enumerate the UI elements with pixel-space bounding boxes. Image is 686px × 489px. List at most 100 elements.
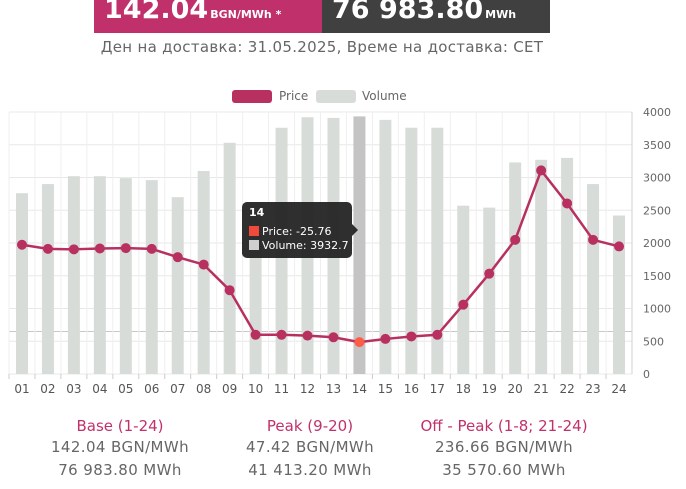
stat-base: Base (1-24) 142.04 BGN/MWh 76 983.80 MWh	[22, 416, 218, 482]
x-tick-label: 01	[14, 382, 29, 396]
price-point	[172, 252, 183, 263]
volume-bar	[431, 127, 444, 374]
volume-bar	[197, 170, 210, 374]
price-point	[458, 299, 469, 310]
volume-bar	[119, 178, 132, 374]
volume-bar	[171, 197, 184, 374]
volume-bar	[457, 205, 470, 374]
volume-bar	[483, 207, 496, 374]
stat-title: Base (1-24)	[76, 417, 164, 435]
price-unit: BGN/MWh *	[210, 8, 282, 21]
tooltip-box	[242, 202, 352, 258]
x-tick-label: 03	[66, 382, 81, 396]
volume-bar	[223, 142, 236, 374]
volume-bar	[93, 176, 106, 374]
price-point	[224, 285, 235, 296]
x-tick-label: 07	[170, 382, 185, 396]
x-tick-label: 20	[508, 382, 523, 396]
x-tick-label: 15	[378, 382, 393, 396]
y-tick-label: 1000	[643, 303, 671, 316]
x-tick-label: 09	[222, 382, 237, 396]
volume-bar	[535, 159, 548, 374]
price-point	[198, 259, 209, 270]
base-price-box: 142.04 BGN/MWh *	[94, 0, 322, 33]
x-tick-label: 14	[352, 382, 367, 396]
x-tick-label: 02	[40, 382, 55, 396]
volume-bar	[145, 180, 158, 374]
x-tick-label: 19	[482, 382, 497, 396]
price-point	[16, 239, 27, 250]
volume-bar	[67, 176, 80, 374]
x-tick-label: 23	[585, 382, 600, 396]
x-tick-label: 13	[326, 382, 341, 396]
x-tick-label: 04	[92, 382, 107, 396]
volume-bar	[587, 184, 600, 374]
volume-bar	[353, 116, 366, 375]
stat-volume: 76 983.80 MWh	[58, 461, 182, 479]
chart-legend: Price Volume	[232, 89, 407, 103]
price-point	[406, 331, 417, 342]
price-point	[536, 165, 547, 176]
total-volume-value: 76 983.80 MWh	[332, 0, 516, 28]
volume-unit: MWh	[485, 8, 517, 21]
x-tick-label: 22	[559, 382, 574, 396]
x-tick-label: 21	[534, 382, 549, 396]
x-tick-label: 11	[274, 382, 289, 396]
price-number: 142.04	[104, 0, 209, 25]
legend-volume-label: Volume	[362, 89, 407, 103]
delivery-info: Ден на доставка: 31.05.2025, Време на до…	[100, 38, 544, 56]
price-volume-chart[interactable]: Price Volume 0 500 1000 1500 2000 2500 3000 3500 4…	[0, 82, 686, 402]
x-tick-label: 05	[118, 382, 133, 396]
x-tick-label: 06	[144, 382, 159, 396]
stat-title: Peak (9-20)	[266, 417, 354, 435]
y-tick-label: 500	[643, 335, 664, 348]
price-point	[94, 243, 105, 254]
y-tick-label: 0	[643, 368, 650, 381]
tooltip-volume: Volume: 3932.7	[262, 239, 349, 252]
price-point	[510, 234, 521, 245]
price-point	[432, 329, 443, 340]
x-tick-label: 12	[300, 382, 315, 396]
volume-bar	[379, 119, 392, 374]
tooltip-title: 14	[249, 206, 265, 219]
price-point	[302, 330, 313, 341]
legend-price-label: Price	[279, 89, 308, 103]
price-point	[588, 234, 599, 245]
price-point	[380, 333, 391, 344]
y-tick-label: 4000	[643, 106, 671, 119]
volume-number: 76 983.80	[332, 0, 484, 25]
volume-bar	[613, 215, 626, 374]
x-tick-label: 10	[248, 382, 263, 396]
price-point	[146, 243, 157, 254]
x-tick-label: 24	[611, 382, 626, 396]
legend-volume-swatch	[316, 90, 356, 103]
stat-offpeak: Off - Peak (1-8; 21-24) 236.66 BGN/MWh 3…	[396, 416, 612, 482]
price-point	[328, 332, 339, 343]
tooltip-price-swatch	[249, 226, 259, 236]
price-point	[120, 243, 131, 254]
volume-bar	[561, 157, 574, 374]
price-point	[484, 268, 495, 279]
y-tick-label: 3000	[643, 172, 671, 185]
x-tick-label: 17	[430, 382, 445, 396]
price-point	[614, 241, 625, 252]
volume-bar	[41, 184, 54, 374]
y-tick-label: 2500	[643, 204, 671, 217]
y-tick-label: 1500	[643, 270, 671, 283]
y-tick-label: 2000	[643, 237, 671, 250]
summary-header: 142.04 BGN/MWh * 76 983.80 MWh	[94, 0, 550, 33]
volume-bar	[509, 162, 522, 374]
stat-price: 142.04 BGN/MWh	[50, 438, 190, 456]
base-price-value: 142.04 BGN/MWh *	[104, 0, 281, 28]
stat-price: 236.66 BGN/MWh	[434, 438, 574, 456]
y-tick-label: 3500	[643, 139, 671, 152]
tooltip-volume-swatch	[249, 240, 259, 250]
tooltip-pointer	[352, 224, 358, 236]
price-point	[68, 244, 79, 255]
total-volume-box: 76 983.80 MWh	[322, 0, 550, 33]
volume-bar	[405, 127, 418, 374]
x-tick-label: 16	[404, 382, 419, 396]
volume-bar	[15, 193, 28, 374]
stat-volume: 41 413.20 MWh	[248, 461, 372, 479]
